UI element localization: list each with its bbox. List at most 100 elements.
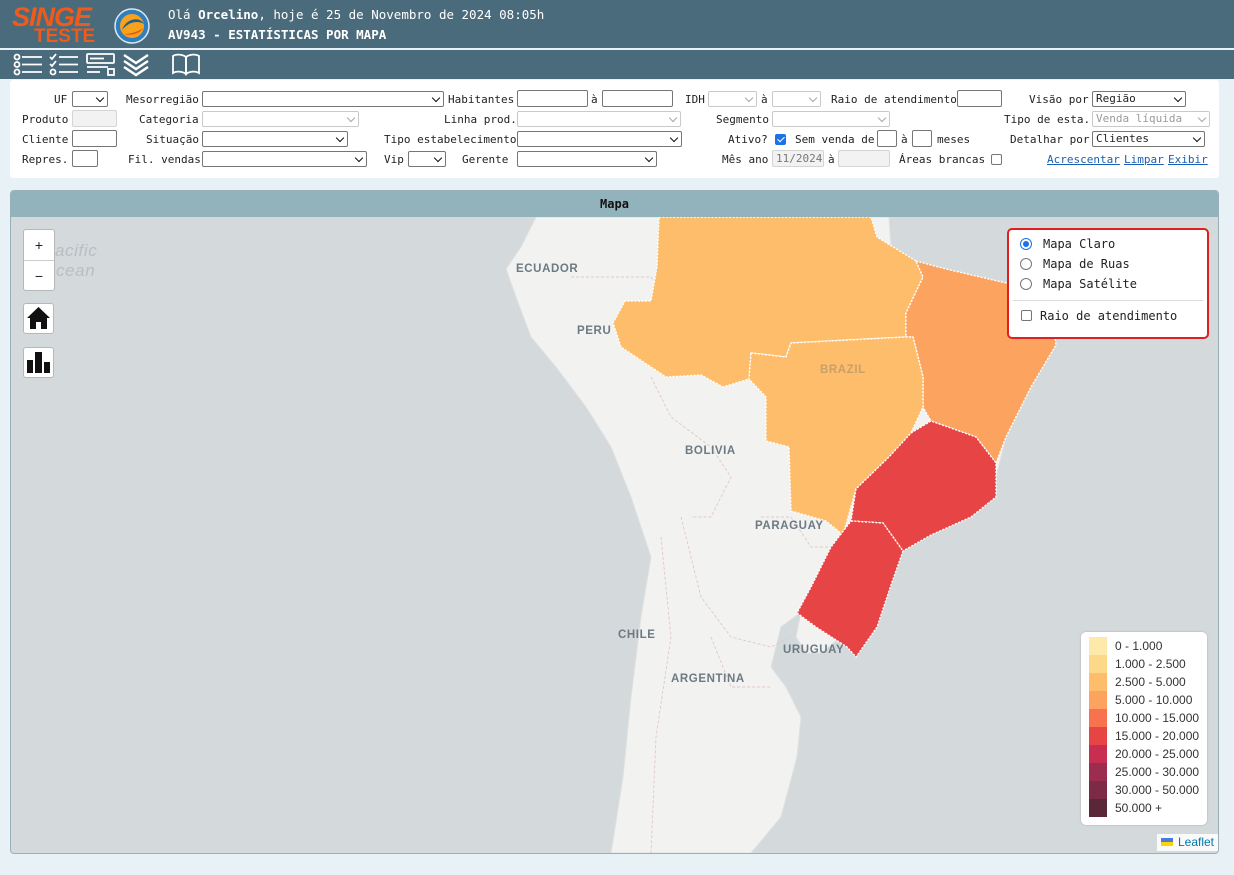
idh-from-select[interactable] [708, 91, 757, 107]
mes-ano-label: Mês ano [722, 153, 769, 166]
legend-swatch [1089, 709, 1107, 727]
linha-label: Linha prod. [444, 113, 517, 126]
legend-label: 10.000 - 15.000 [1115, 711, 1200, 725]
clear-link[interactable]: Limpar [1124, 153, 1164, 166]
layer-control: Mapa Claro Mapa de Ruas Mapa Satélite Ra… [1007, 228, 1209, 339]
ativo-checkbox[interactable] [775, 134, 786, 145]
areas-brancas-checkbox[interactable] [991, 154, 1002, 165]
legend-swatch [1089, 691, 1107, 709]
bar-chart-icon [27, 352, 50, 373]
map-label-brazil: BRAZIL [820, 364, 866, 376]
segmento-label: Segmento [716, 113, 769, 126]
mes-ano-from-input[interactable]: 11/2024 [772, 150, 824, 167]
region-sudeste[interactable] [850, 420, 997, 552]
legend-swatch [1089, 727, 1107, 745]
vip-select[interactable] [408, 151, 446, 167]
map-legend: 0 - 1.000 1.000 - 2.500 2.500 - 5.000 5.000… [1081, 632, 1207, 825]
layer-radio-satellite[interactable] [1020, 278, 1032, 290]
list-icon[interactable] [13, 52, 43, 77]
filter-panel: UF Mesorregião Habitantes à IDH à Raio d… [10, 80, 1219, 178]
produto-input[interactable] [72, 110, 117, 127]
legend-label: 20.000 - 25.000 [1115, 747, 1200, 761]
overlay-raio-checkbox[interactable] [1021, 310, 1032, 321]
cliente-input[interactable] [72, 130, 117, 147]
sem-venda-suffix: meses [937, 133, 971, 146]
map-label-pacific-2: cean [56, 261, 96, 280]
region-sul[interactable] [796, 520, 904, 659]
sem-venda-label: Sem venda de [795, 133, 875, 146]
detalhar-select[interactable]: Clientes [1092, 131, 1205, 147]
uf-label: UF [54, 93, 68, 106]
book-icon[interactable] [171, 52, 201, 77]
map-label-bolivia: BOLIVIA [685, 445, 736, 457]
situacao-select[interactable] [202, 131, 348, 147]
idh-range-separator: à [761, 93, 768, 106]
mes-ano-to-input[interactable] [838, 150, 890, 167]
layer-label-light: Mapa Claro [1043, 237, 1116, 251]
layer-radio-streets[interactable] [1020, 258, 1032, 270]
legend-swatch [1089, 799, 1107, 817]
double-chevron-down-icon[interactable] [121, 52, 151, 77]
mesorregiao-select[interactable] [202, 91, 444, 107]
sem-venda-from-input[interactable] [877, 130, 897, 147]
segmento-select[interactable] [772, 111, 890, 127]
checklist-icon[interactable] [49, 52, 79, 77]
fil-vendas-select[interactable] [202, 151, 367, 167]
uf-select[interactable] [72, 91, 108, 107]
sem-venda-range-separator: à [901, 133, 908, 146]
fil-vendas-label: Fil. vendas [128, 153, 201, 166]
habitantes-label: Habitantes [448, 93, 515, 106]
zoom-control: + − [23, 229, 55, 291]
zoom-in-button[interactable]: + [24, 230, 54, 261]
situacao-label: Situação [146, 133, 199, 146]
raio-input[interactable] [957, 90, 1002, 107]
show-link[interactable]: Exibir [1168, 153, 1208, 166]
raio-label: Raio de atendimento [831, 93, 957, 106]
layer-radio-light[interactable] [1020, 238, 1032, 250]
habitantes-from-input[interactable] [517, 90, 588, 107]
map-panel: Mapa acific cean ECUADOR PERU BRAZIL BOL… [10, 190, 1219, 854]
add-link[interactable]: Acrescentar [1047, 153, 1120, 166]
legend-label: 15.000 - 20.000 [1115, 729, 1200, 743]
overlay-raio-label: Raio de atendimento [1040, 309, 1178, 323]
idh-to-select[interactable] [772, 91, 821, 107]
vip-label: Vip [384, 153, 404, 166]
mes-ano-range-separator: à [828, 153, 835, 166]
logo-environment: TESTE [34, 26, 96, 47]
legend-label: 0 - 1.000 [1115, 639, 1163, 653]
repres-input[interactable] [72, 150, 98, 167]
gerente-select[interactable] [517, 151, 657, 167]
linha-select[interactable] [517, 111, 681, 127]
layer-label-streets: Mapa de Ruas [1043, 257, 1130, 271]
zoom-out-button[interactable]: − [34, 268, 44, 284]
legend-swatch [1089, 673, 1107, 691]
produto-label: Produto [22, 113, 69, 126]
legend-swatch [1089, 637, 1107, 655]
layer-divider [1013, 300, 1203, 301]
page-title: AV943 - ESTATÍSTICAS POR MAPA [168, 27, 387, 42]
habitantes-to-input[interactable] [602, 90, 673, 107]
categoria-select[interactable] [202, 111, 359, 127]
legend-label: 5.000 - 10.000 [1115, 693, 1193, 707]
ukraine-flag-icon [1161, 838, 1173, 846]
form-icon[interactable] [86, 52, 116, 77]
logo-wordmark: SINGE [12, 2, 92, 32]
tipo-estab-select[interactable] [517, 131, 682, 147]
cliente-label: Cliente [22, 133, 69, 146]
tipo-esta-select[interactable]: Venda líquida [1092, 111, 1210, 127]
map-label-paraguay: PARAGUAY [755, 520, 824, 532]
user-name: Orcelino [198, 7, 259, 22]
chart-button[interactable] [23, 347, 54, 378]
region-centro-oeste[interactable] [748, 336, 924, 537]
detalhar-label: Detalhar por [1010, 133, 1090, 146]
repres-label: Repres. [22, 153, 69, 166]
layer-label-satellite: Mapa Satélite [1043, 277, 1137, 291]
brand-globe-icon [114, 8, 150, 44]
legend-swatch [1089, 655, 1107, 673]
sem-venda-to-input[interactable] [912, 130, 932, 147]
greeting: Olá Orcelino, hoje é 25 de Novembro de 2… [168, 7, 545, 22]
home-button[interactable] [23, 303, 54, 334]
areas-brancas-label: Áreas brancas [899, 153, 986, 166]
leaflet-attribution[interactable]: Leaflet [1157, 834, 1218, 851]
visao-select[interactable]: Região [1092, 91, 1186, 107]
